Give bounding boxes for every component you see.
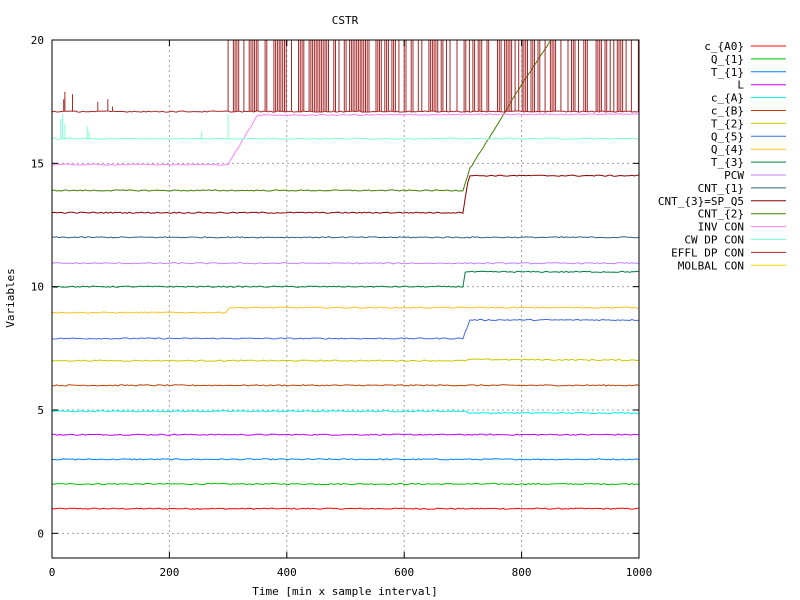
legend-label: T_{2} xyxy=(711,117,744,130)
legend-label: T_{3} xyxy=(711,156,744,169)
series-line-6 xyxy=(51,358,640,362)
legend-label: CNT_{1} xyxy=(698,182,744,195)
series-line-1 xyxy=(51,482,640,486)
legend-label: c_{A} xyxy=(711,92,744,105)
series-line-4 xyxy=(51,410,640,415)
series-layer xyxy=(51,40,640,510)
series-line-14 xyxy=(51,112,640,166)
series-line-15 xyxy=(52,137,640,140)
effl-spikes xyxy=(227,40,639,112)
series-line-16 xyxy=(51,110,640,113)
x-tick-label: 200 xyxy=(159,566,179,579)
y-tick-label: 10 xyxy=(31,281,44,294)
y-tick-label: 0 xyxy=(37,527,44,540)
legend-label: L xyxy=(737,79,744,92)
chart-title: CSTR xyxy=(332,14,359,27)
axes: 0 200 400 600 800 1000 0 5 10 15 20 xyxy=(31,34,653,579)
y-tick-label: 15 xyxy=(31,157,44,170)
legend-label: MOLBAL CON xyxy=(678,259,744,272)
legend-label: c_{A0} xyxy=(704,40,744,53)
legend-label: PCW xyxy=(724,169,744,182)
legend-label: CNT_{2} xyxy=(698,208,744,221)
series-line-8 xyxy=(51,306,639,314)
x-tick-label: 0 xyxy=(49,566,56,579)
legend-label: Q_{5} xyxy=(711,130,744,143)
legend-label: Q_{1} xyxy=(711,53,744,66)
series-line-0 xyxy=(51,507,640,510)
legend-label: EFFL DP CON xyxy=(671,246,744,259)
series-line-12 xyxy=(51,174,639,214)
x-axis-label: Time [min x sample interval] xyxy=(252,585,437,598)
x-tick-label: 400 xyxy=(277,566,297,579)
series-line-9 xyxy=(51,270,639,288)
legend-label: Q_{4} xyxy=(711,143,744,156)
series-line-10 xyxy=(51,262,640,265)
cw-spikes xyxy=(60,114,229,139)
y-tick-label: 5 xyxy=(37,404,44,417)
plot-frame xyxy=(51,39,640,559)
legend-label: T_{1} xyxy=(711,66,744,79)
series-line-7 xyxy=(51,318,639,340)
legend: c_{A0}Q_{1}T_{1}Lc_{A}c_{B}T_{2}Q_{5}Q_{… xyxy=(658,40,786,272)
grid xyxy=(52,40,639,558)
x-tick-label: 1000 xyxy=(626,566,653,579)
x-tick-label: 800 xyxy=(512,566,532,579)
series-line-2 xyxy=(52,458,640,461)
legend-label: c_{B} xyxy=(711,105,744,118)
series-line-11 xyxy=(51,236,640,239)
series-line-5 xyxy=(51,384,640,387)
y-tick-label: 20 xyxy=(31,34,44,47)
series-line-13 xyxy=(51,41,551,192)
legend-label: INV CON xyxy=(698,221,744,234)
effl-early-spikes xyxy=(63,91,113,112)
x-tick-label: 600 xyxy=(394,566,414,579)
legend-label: CW DP CON xyxy=(684,234,744,247)
y-axis-label: Variables xyxy=(4,268,17,328)
legend-label: CNT_{3}=SP_Q5 xyxy=(658,195,744,208)
series-line-3 xyxy=(51,433,639,436)
